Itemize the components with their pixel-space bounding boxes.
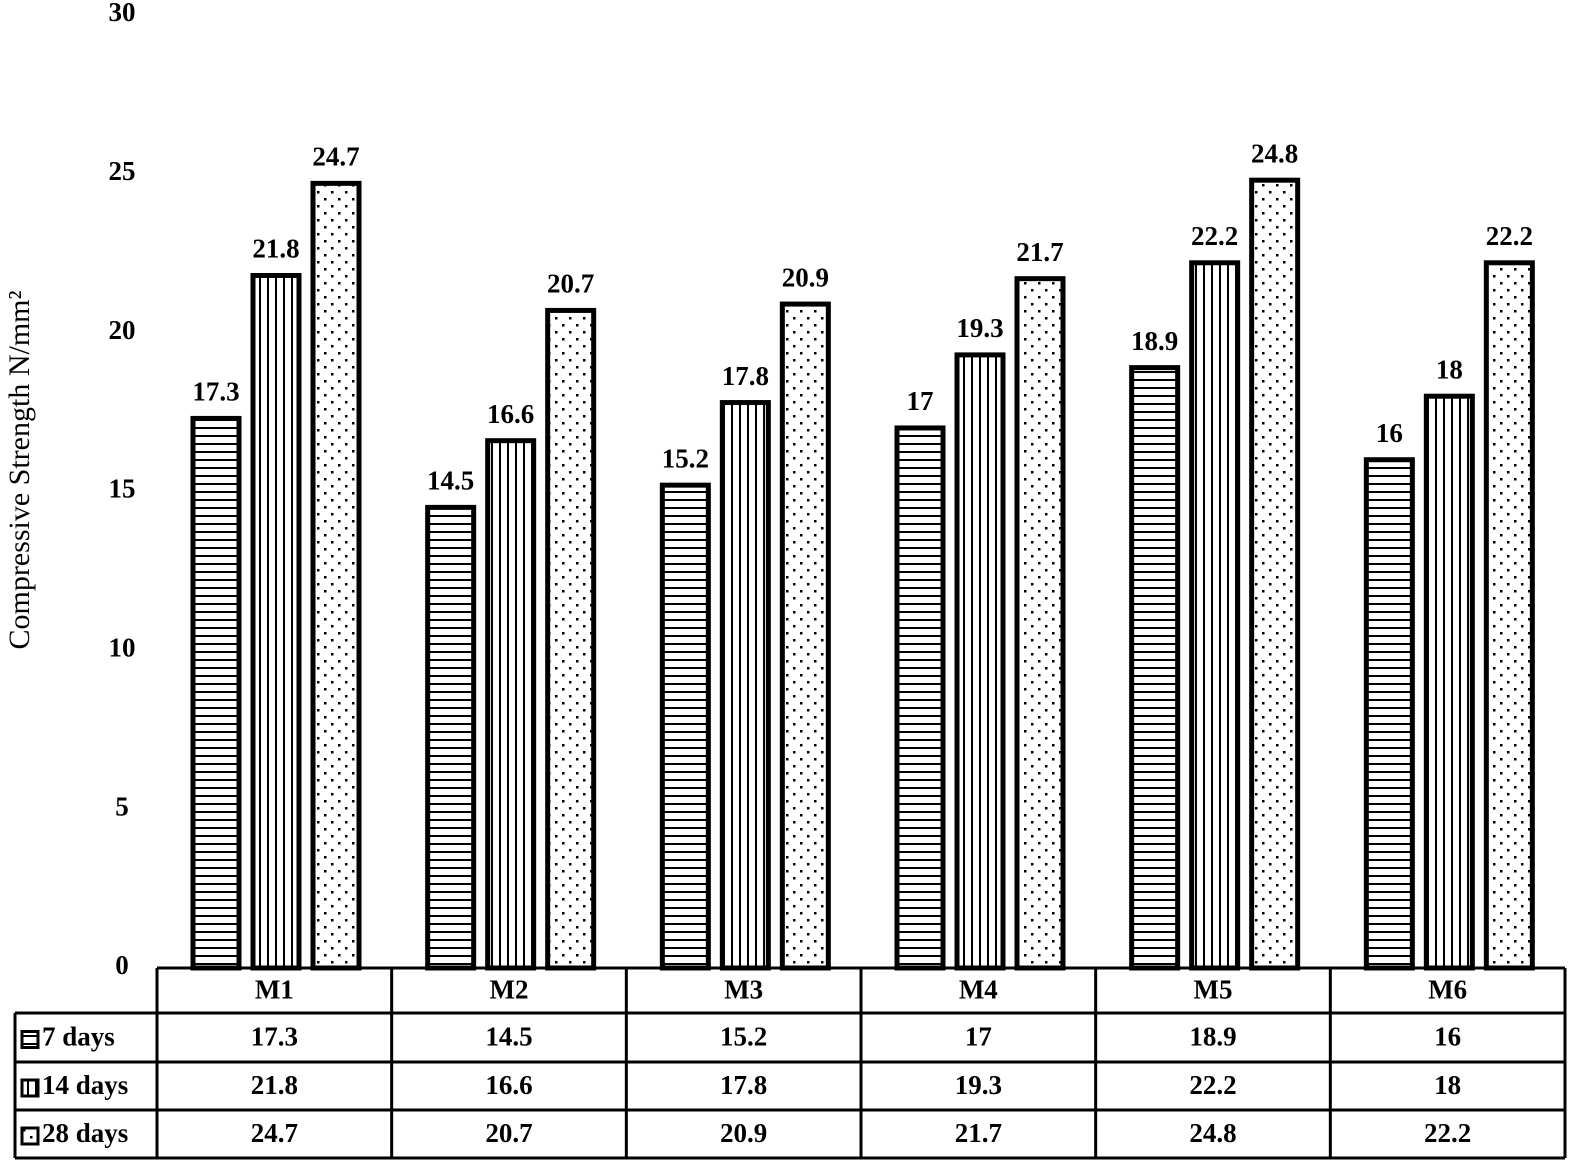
table-cell: 15.2 [720, 1022, 767, 1052]
data-label: 24.7 [312, 142, 359, 172]
table-cell: 20.7 [485, 1118, 532, 1148]
bar [1483, 260, 1535, 971]
bar [1129, 365, 1181, 971]
table-cell: 22.2 [1424, 1118, 1471, 1148]
x-tick-label: M4 [959, 975, 998, 1005]
x-tick-label: M2 [490, 975, 529, 1005]
bar [310, 180, 362, 971]
legend-swatch [20, 1030, 40, 1049]
bar [954, 352, 1006, 971]
data-label: 22.2 [1191, 221, 1238, 251]
x-tick-label: M6 [1428, 975, 1467, 1005]
table-cell: 16.6 [485, 1070, 532, 1100]
table-cell: 24.8 [1189, 1118, 1236, 1148]
bar [1014, 276, 1066, 971]
data-label: 14.5 [427, 466, 474, 496]
y-tick-label: 15 [109, 474, 136, 504]
table-cell: 18.9 [1189, 1022, 1236, 1052]
bar [190, 415, 242, 971]
data-label: 20.7 [547, 269, 594, 299]
data-label: 22.2 [1486, 221, 1533, 251]
y-tick-label: 5 [115, 791, 129, 821]
data-label: 17.8 [722, 361, 769, 391]
data-label: 21.7 [1016, 237, 1063, 267]
bar [425, 504, 477, 971]
bar [894, 425, 946, 971]
y-tick-label: 30 [109, 0, 136, 27]
table-cell: 18 [1434, 1070, 1461, 1100]
table-cell: 19.3 [955, 1070, 1002, 1100]
x-tick-label: M5 [1194, 975, 1233, 1005]
legend-label: 28 days [42, 1118, 128, 1148]
bar [545, 307, 597, 971]
bar [485, 438, 537, 971]
bar [250, 272, 302, 971]
legend-label: 7 days [42, 1022, 115, 1052]
bar [1189, 260, 1241, 971]
y-tick-label: 20 [109, 315, 136, 345]
y-tick-label: 0 [115, 950, 129, 980]
table-cell: 16 [1434, 1022, 1461, 1052]
bar [779, 301, 831, 971]
data-label: 15.2 [662, 443, 709, 473]
legend-label: 14 days [42, 1070, 128, 1100]
bar [659, 482, 711, 971]
data-label: 17 [907, 386, 934, 416]
table-cell: 17.8 [720, 1070, 767, 1100]
y-tick-label: 10 [109, 633, 136, 663]
y-tick-label: 25 [109, 156, 136, 186]
data-label: 19.3 [956, 313, 1003, 343]
data-label: 17.3 [192, 377, 239, 407]
y-axis-label: Compressive Strength N/mm² [3, 291, 36, 650]
table-cell: 21.8 [251, 1070, 298, 1100]
data-label: 24.8 [1251, 138, 1298, 168]
data-label: 20.9 [782, 262, 829, 292]
data-label: 16.6 [487, 399, 534, 429]
table-cell: 17 [965, 1022, 992, 1052]
legend-swatch [20, 1126, 40, 1146]
table-cell: 14.5 [485, 1022, 532, 1052]
bar [1423, 393, 1475, 971]
table-cell: 22.2 [1189, 1070, 1236, 1100]
x-tick-label: M3 [724, 975, 763, 1005]
table-cell: 24.7 [251, 1118, 298, 1148]
bar [719, 400, 771, 971]
data-label: 16 [1376, 418, 1403, 448]
table-cell: 21.7 [955, 1118, 1002, 1148]
data-label: 18 [1436, 354, 1463, 384]
table-cell: 20.9 [720, 1118, 767, 1148]
bar [1363, 457, 1415, 971]
bar [1249, 177, 1301, 971]
data-label: 21.8 [252, 234, 299, 264]
legend-swatch [20, 1078, 40, 1098]
x-tick-label: M1 [255, 975, 294, 1005]
data-label: 18.9 [1131, 326, 1178, 356]
table-cell: 17.3 [251, 1022, 298, 1052]
